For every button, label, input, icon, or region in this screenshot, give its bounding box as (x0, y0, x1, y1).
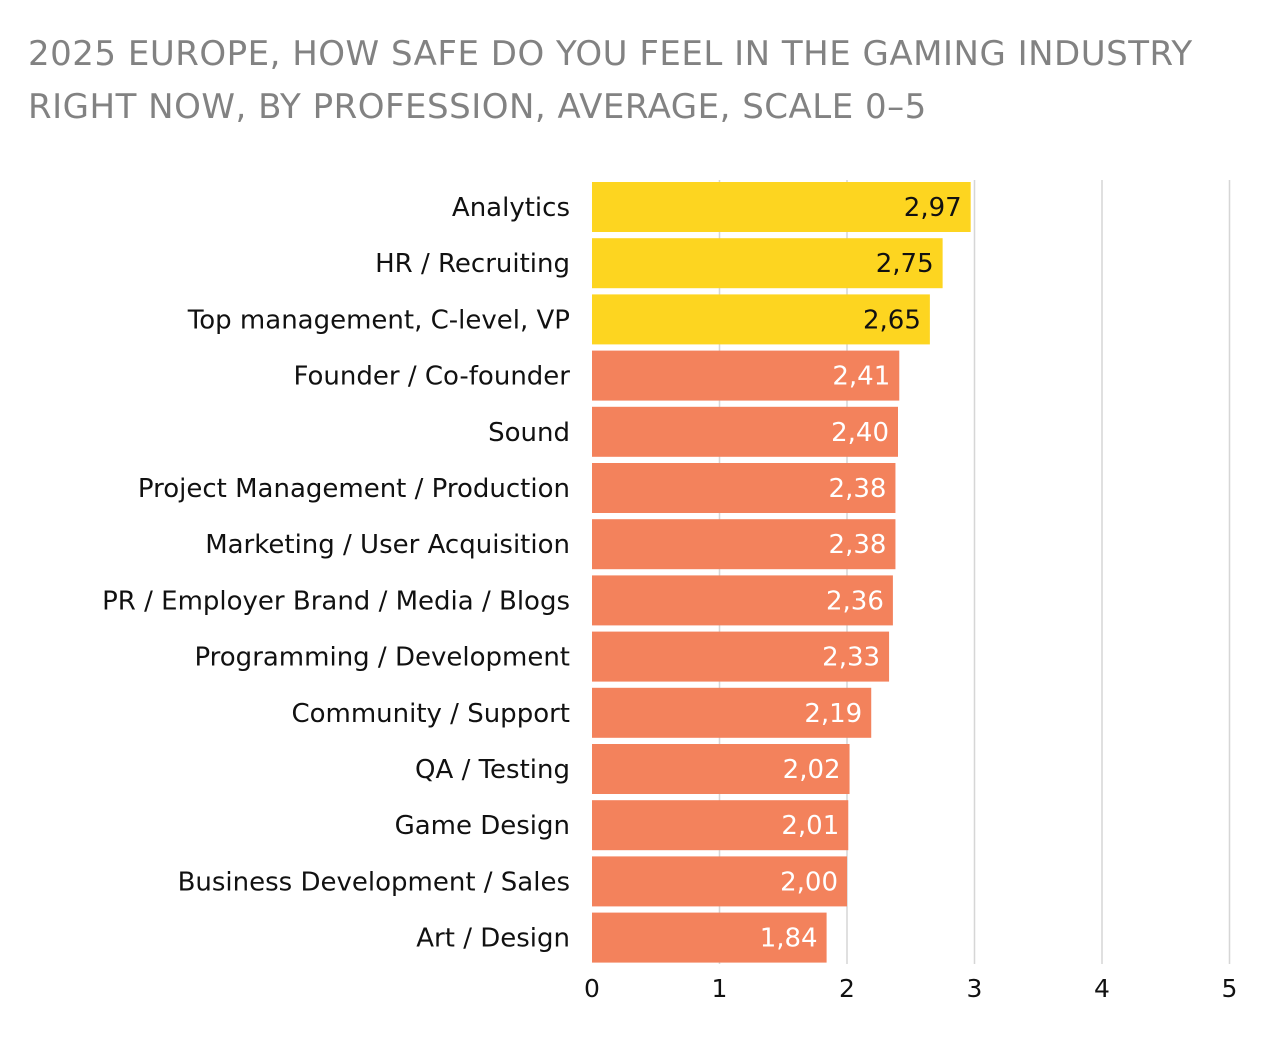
bar (592, 519, 896, 570)
category-label: QA / Testing (415, 755, 570, 785)
category-label: Project Management / Production (138, 474, 570, 504)
bar (592, 856, 847, 907)
value-label: 2,38 (829, 530, 887, 560)
category-label: HR / Recruiting (375, 249, 570, 279)
category-label: Game Design (395, 811, 570, 841)
category-label: Business Development / Sales (178, 867, 570, 897)
x-tick-label: 1 (712, 974, 728, 1003)
x-tick-label: 2 (839, 974, 855, 1003)
bar (592, 294, 930, 345)
value-label: 2,41 (832, 362, 890, 392)
value-label: 2,00 (780, 867, 838, 897)
value-label: 2,75 (876, 249, 934, 279)
value-label: 2,97 (904, 193, 962, 223)
category-label: Marketing / User Acquisition (205, 530, 570, 560)
category-label: Top management, C-level, VP (187, 305, 570, 335)
bar (592, 238, 943, 289)
bar (592, 744, 850, 794)
bar (592, 800, 849, 851)
category-label: Sound (488, 418, 570, 448)
value-label: 2,01 (781, 811, 839, 841)
bar (592, 350, 900, 401)
value-label: 2,38 (829, 474, 887, 504)
category-label: Art / Design (416, 924, 570, 954)
bar (592, 631, 890, 682)
value-label: 2,36 (826, 586, 884, 616)
category-label: Founder / Co-founder (293, 362, 570, 392)
x-tick-label: 5 (1222, 974, 1238, 1003)
x-tick-label: 0 (584, 974, 600, 1003)
bar (592, 575, 893, 626)
chart-title: 2025 EUROPE, HOW SAFE DO YOU FEEL IN THE… (28, 34, 1193, 127)
category-label: Community / Support (291, 699, 570, 729)
x-axis-ticks: 0 1 2 3 4 5 (584, 974, 1237, 1003)
bars (592, 182, 971, 963)
value-label: 1,84 (760, 924, 818, 954)
bar (592, 182, 971, 232)
category-labels: Analytics HR / Recruiting Top management, … (102, 193, 570, 954)
value-label: 2,40 (831, 418, 889, 448)
value-label: 2,65 (863, 305, 921, 335)
bar (592, 463, 896, 513)
value-label: 2,02 (783, 755, 841, 785)
category-label: Analytics (452, 193, 570, 223)
bar (592, 912, 827, 963)
bar (592, 687, 872, 738)
value-label: 2,19 (804, 699, 862, 729)
value-label: 2,33 (822, 643, 880, 673)
bar (592, 406, 898, 457)
value-labels: 2,97 2,75 2,65 2,41 2,40 2,38 2,38 2,36 2,33 2,19… (760, 193, 962, 954)
x-tick-label: 4 (1094, 974, 1110, 1003)
category-label: PR / Employer Brand / Media / Blogs (102, 586, 570, 616)
category-label: Programming / Development (194, 643, 570, 673)
x-tick-label: 3 (967, 974, 983, 1003)
